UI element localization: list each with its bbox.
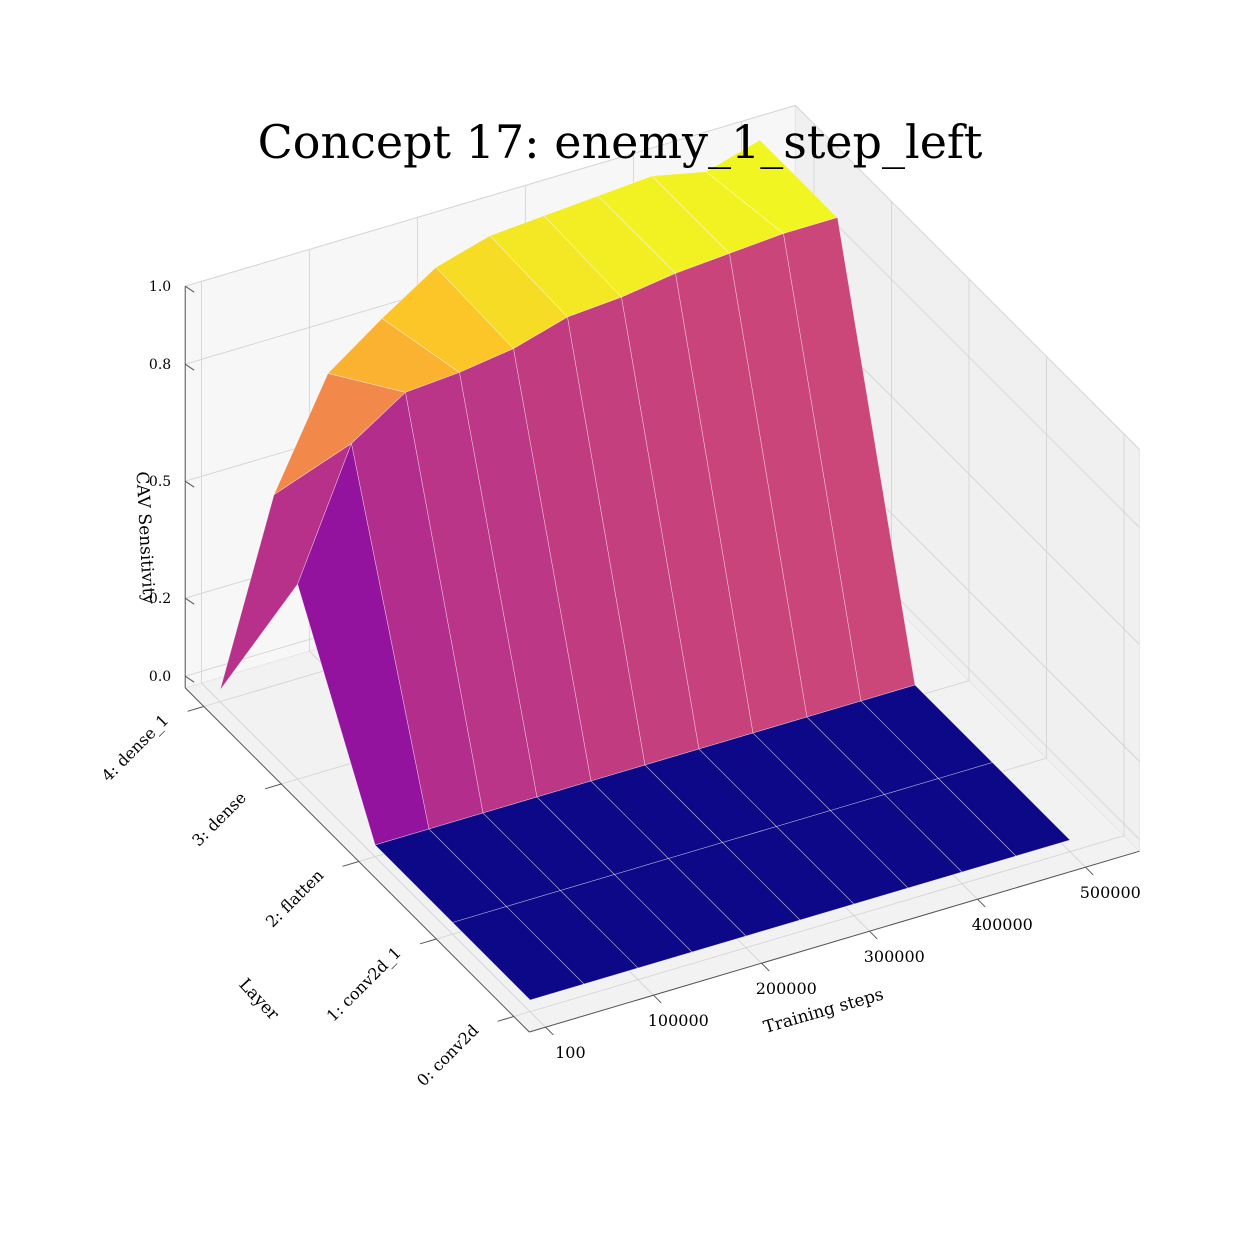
y-axis-line (184, 687, 530, 1033)
x-tick (653, 994, 662, 1004)
x-tick (761, 962, 770, 972)
z-tick-label: 0.0 (149, 669, 171, 685)
y-tick-label: 2: flatten (262, 866, 327, 931)
x-tick-label: 500000 (1080, 883, 1141, 902)
x-axis-line (529, 850, 1140, 1033)
x-gridline (201, 281, 546, 1028)
z-tick-label: 0.2 (149, 591, 171, 607)
z-axis-label: CAV Sensitivity (132, 471, 159, 605)
y-tick-label: 0: conv2d (413, 1021, 482, 1090)
y-tick (342, 861, 359, 867)
x-tick-label: 400000 (972, 915, 1033, 934)
x-tick (1085, 866, 1094, 876)
x-tick (869, 930, 878, 940)
z-tick (184, 285, 195, 293)
x-tick-label: 100000 (648, 1011, 709, 1030)
y-tick-label: 3: dense (188, 788, 250, 850)
x-tick-label: 300000 (864, 947, 925, 966)
x-tick-label: 100 (555, 1043, 586, 1062)
z-tick (184, 597, 195, 605)
z-tick-label: 1.0 (149, 279, 171, 295)
z-tick-label: 0.5 (149, 474, 171, 490)
y-tick-label: 4: dense_1 (98, 711, 173, 786)
x-tick-label: 200000 (756, 979, 817, 998)
surface (219, 139, 1071, 1001)
y-tick-label: 1: conv2d_1 (323, 943, 405, 1025)
y-gridline (513, 434, 1125, 1017)
z-tick (184, 675, 195, 683)
y-tick (264, 783, 282, 790)
y-axis-label: Layer (235, 975, 284, 1025)
y-tick (419, 938, 437, 945)
z-tick (184, 363, 195, 371)
z-tick-label: 0.8 (149, 357, 171, 373)
z-tick (184, 480, 195, 488)
x-tick (977, 898, 986, 908)
x-tick (545, 1026, 554, 1036)
tick-marks (184, 285, 1140, 1036)
y-tick (187, 706, 204, 712)
z-gridline (185, 104, 1140, 450)
chart-title: Concept 17: enemy_1_step_left (258, 115, 983, 169)
surface-patch (937, 762, 1071, 857)
y-tick (497, 1016, 514, 1022)
